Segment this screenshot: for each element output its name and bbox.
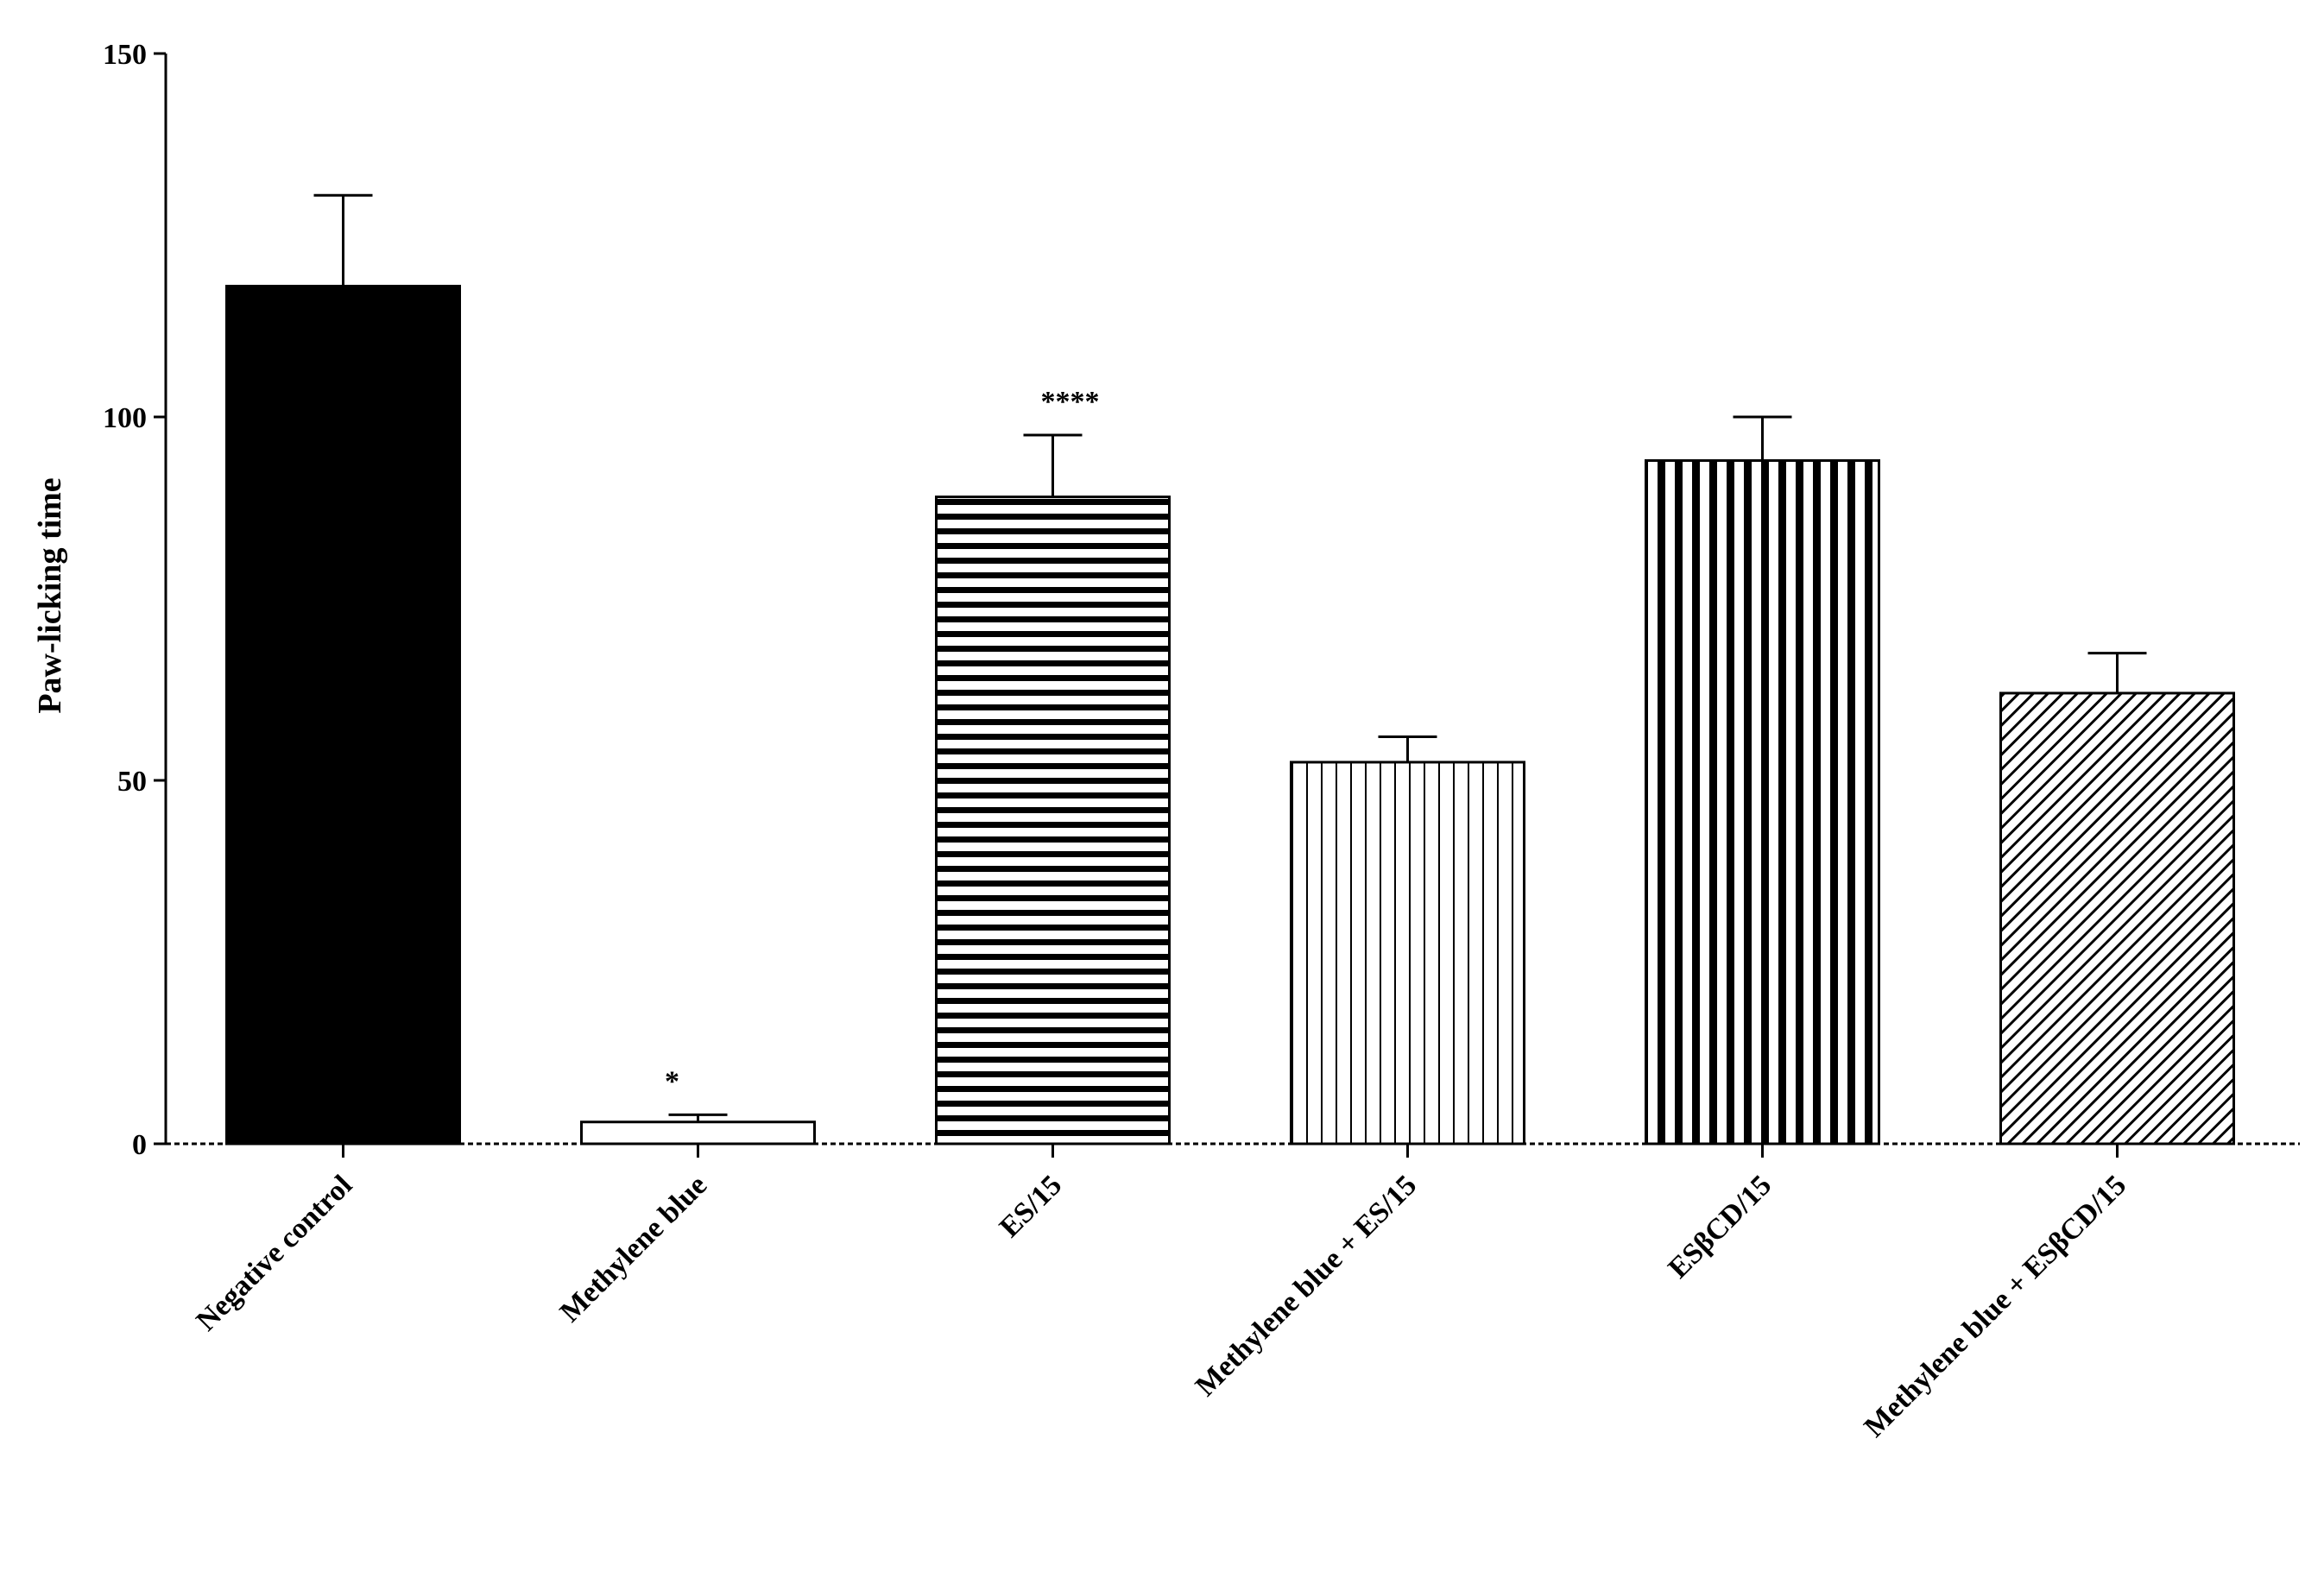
- bar: [935, 495, 1171, 1146]
- y-tick-label: 150: [103, 39, 147, 71]
- significance-label: ****: [1041, 386, 1100, 418]
- bar: [225, 284, 461, 1146]
- y-axis-label: Paw-licking time: [32, 477, 68, 713]
- y-tick-label: 100: [103, 402, 147, 434]
- x-tick-label: Methylene blue + ESβCD/15: [1859, 1169, 2133, 1443]
- bar: [1999, 691, 2235, 1146]
- bar: [1290, 761, 1525, 1146]
- bar: [1645, 459, 1880, 1146]
- x-tick-label: Negative control: [191, 1169, 359, 1337]
- y-tick-label: 50: [117, 766, 147, 798]
- y-tick-label: 0: [132, 1129, 147, 1161]
- significance-label: *: [665, 1065, 679, 1097]
- bar: [580, 1120, 816, 1146]
- x-tick-label: Methylene blue + ES/15: [1190, 1169, 1423, 1402]
- x-tick-label: Methylene blue: [554, 1169, 713, 1328]
- x-tick-label: ES/15: [994, 1169, 1068, 1243]
- x-tick-label: ESβCD/15: [1662, 1169, 1778, 1284]
